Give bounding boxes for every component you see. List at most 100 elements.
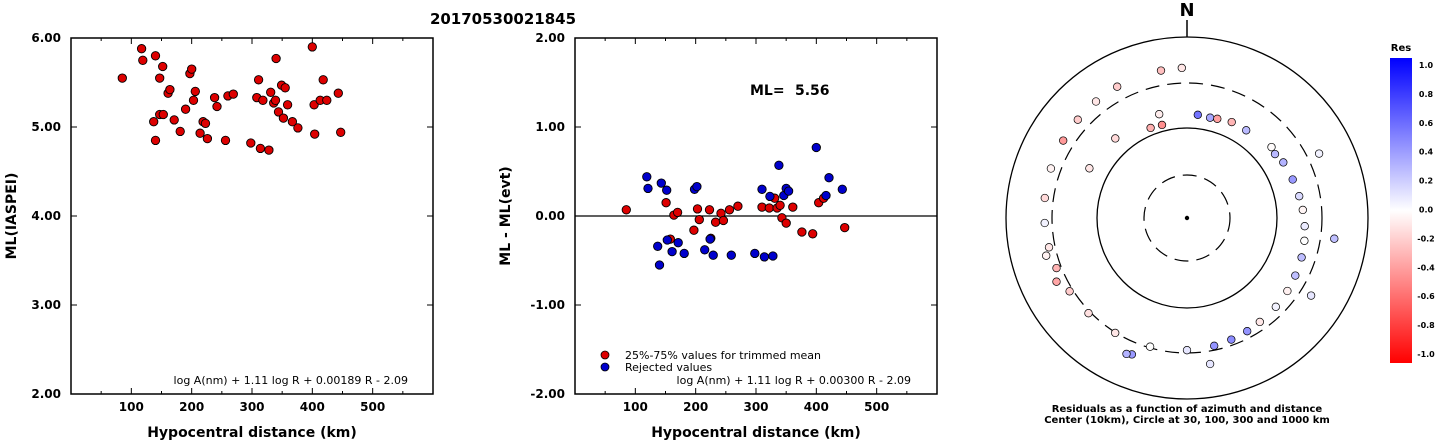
station-residual-point — [1330, 234, 1339, 243]
station-residual-point — [1182, 346, 1192, 355]
trimmed-mean-point — [710, 217, 721, 227]
station-residual-point — [1146, 123, 1155, 133]
station-residual-point — [1113, 82, 1122, 91]
y-tick-label: -2.00 — [530, 387, 565, 401]
trimmed-mean-point — [764, 203, 774, 213]
colorbar-tick-label: 0.4 — [1419, 148, 1434, 157]
station-residual-point — [1205, 113, 1215, 122]
ml-data-point — [136, 44, 147, 54]
station-residual-point — [1306, 291, 1316, 300]
x-tick-label: 200 — [179, 400, 204, 414]
station-residual-point — [1155, 110, 1164, 119]
colorbar-tick-label: 0.6 — [1419, 119, 1434, 128]
ml-data-point — [209, 92, 220, 103]
station-residual-point — [1042, 251, 1051, 260]
ml-data-point — [282, 100, 293, 110]
azimuth-panel: N Residuals as a function of azimuth and… — [1005, 0, 1369, 426]
x-tick-label: 300 — [743, 400, 768, 414]
station-residual-point — [1297, 253, 1306, 262]
ml-data-point — [180, 104, 191, 114]
ml-data-point — [188, 95, 199, 105]
station-residual-point — [1271, 302, 1280, 311]
rejected-point — [662, 235, 672, 245]
station-residual-point — [1111, 328, 1120, 338]
rejected-point — [824, 173, 834, 183]
rejected-point — [662, 185, 672, 195]
rejected-point — [811, 142, 821, 153]
trimmed-mean-point — [781, 218, 791, 228]
trimmed-mean-point — [689, 225, 699, 235]
rejected-point — [783, 186, 794, 196]
ml-residual-x-label: Hypocentral distance (km) — [651, 425, 861, 441]
rejected-point — [774, 160, 784, 170]
rejected-point — [768, 251, 778, 261]
ml-data-point — [228, 89, 238, 99]
station-residual-point — [1295, 192, 1304, 201]
y-tick-label: 0.00 — [535, 209, 565, 223]
circle-1000km — [1005, 36, 1369, 400]
ml-data-point — [333, 88, 343, 98]
station-residual-point — [1210, 341, 1219, 350]
ml-iaspei-formula: log A(nm) + 1.11 log R + 0.00189 R - 2.0… — [174, 374, 408, 387]
circle-30km — [1143, 174, 1231, 262]
north-label: N — [1179, 0, 1194, 21]
trimmed-mean-point — [788, 202, 798, 212]
ml-data-point — [310, 129, 320, 139]
epicenter-dot — [1184, 215, 1190, 221]
ml-data-point — [155, 73, 165, 83]
trimmed-mean-point — [718, 215, 729, 226]
trimmed-mean-point — [840, 222, 850, 233]
ml-data-point — [255, 143, 266, 154]
trimmed-mean-point — [661, 198, 671, 208]
y-tick-label: 3.00 — [31, 298, 61, 312]
rejected-point — [705, 234, 715, 244]
station-residual-point — [1283, 286, 1292, 296]
station-residual-point — [1052, 263, 1061, 273]
x-tick-label: 400 — [804, 400, 829, 414]
station-residual-point — [1314, 149, 1324, 158]
ml-iaspei-panel: ML(IASPEI) Hypocentral distance (km) log… — [4, 31, 434, 441]
station-residual-point — [1073, 115, 1082, 124]
ml-iaspei-plot-frame — [70, 37, 434, 395]
ml-data-point — [280, 83, 290, 93]
ml-data-point — [278, 113, 289, 123]
trimmed-mean-point — [733, 201, 743, 211]
ml-value: 5.56 — [795, 83, 830, 99]
x-tick-label: 500 — [864, 400, 889, 414]
ml-data-point — [212, 101, 222, 112]
x-tick-label: 100 — [623, 400, 648, 414]
station-residual-point — [1193, 110, 1202, 119]
colorbar-tick-label: 0.8 — [1419, 90, 1434, 99]
ml-data-point — [246, 138, 256, 148]
colorbar-tick-label: -0.4 — [1417, 263, 1435, 272]
page-title: 20170530021845 — [430, 10, 576, 28]
x-tick-label: 500 — [360, 400, 385, 414]
rejected-point — [643, 183, 653, 194]
legend-rejected-marker — [600, 362, 610, 372]
station-residual-point — [1267, 142, 1276, 152]
trimmed-mean-point — [692, 204, 703, 214]
circle-100km — [1096, 127, 1278, 309]
station-residual-point — [1177, 63, 1186, 73]
ml-data-point — [138, 55, 148, 65]
station-residual-point — [1270, 149, 1280, 159]
y-tick-label: -1.00 — [530, 298, 565, 312]
caption-line-2: Center (10km), Circle at 30, 100, 300 an… — [1044, 415, 1330, 426]
ml-data-point — [202, 133, 213, 144]
station-residual-point — [1255, 317, 1264, 327]
station-residual-point — [1156, 66, 1166, 75]
station-residual-point — [1091, 97, 1101, 106]
ml-data-point — [273, 107, 284, 117]
x-tick-label: 300 — [239, 400, 264, 414]
ml-iaspei-y-label: ML(IASPEI) — [4, 173, 20, 260]
ml-data-point — [190, 86, 200, 97]
rejected-point — [642, 172, 652, 182]
y-tick-label: 2.00 — [535, 31, 565, 45]
colorbar-tick-label: -0.8 — [1417, 321, 1435, 330]
ml-label: ML= — [750, 83, 785, 99]
rejected-point — [757, 184, 767, 194]
ml-data-point — [309, 100, 319, 110]
ml-data-point — [307, 42, 317, 52]
ml-data-point — [200, 118, 211, 129]
station-residual-point — [1065, 287, 1074, 296]
